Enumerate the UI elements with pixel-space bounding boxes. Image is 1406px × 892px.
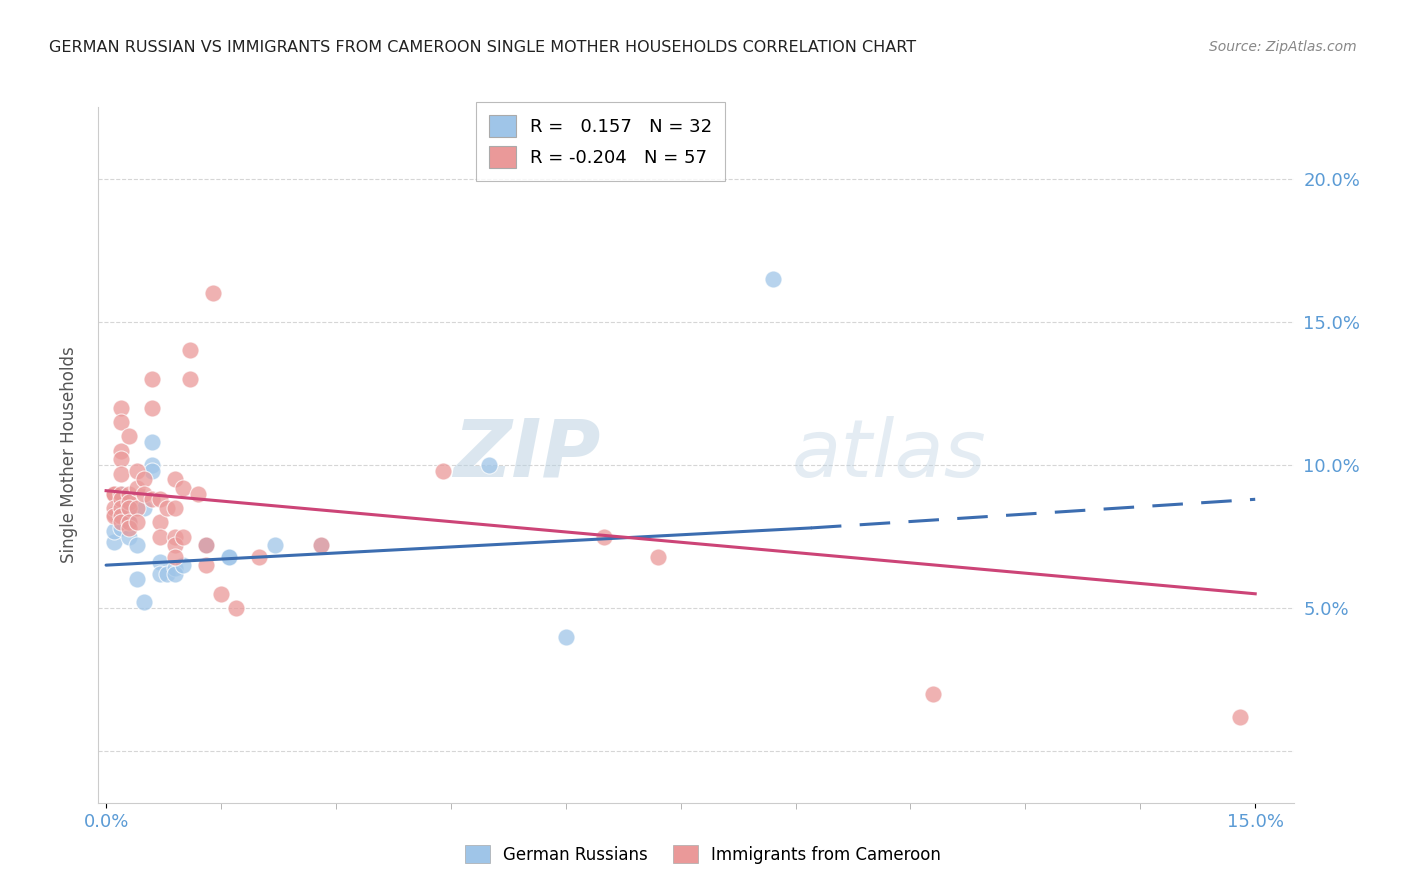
- Point: [172, 558, 194, 573]
- Point: [141, 372, 163, 386]
- Point: [309, 538, 332, 552]
- Point: [647, 549, 669, 564]
- Point: [156, 500, 179, 515]
- Point: [163, 472, 186, 486]
- Point: [172, 481, 194, 495]
- Point: [163, 549, 186, 564]
- Point: [103, 535, 125, 549]
- Point: [110, 521, 132, 535]
- Point: [110, 509, 132, 524]
- Point: [118, 500, 141, 515]
- Point: [118, 486, 141, 500]
- Point: [110, 415, 132, 429]
- Point: [110, 492, 132, 507]
- Point: [110, 467, 132, 481]
- Point: [118, 515, 141, 529]
- Point: [263, 538, 285, 552]
- Text: ZIP: ZIP: [453, 416, 600, 494]
- Point: [172, 529, 194, 543]
- Point: [125, 464, 148, 478]
- Point: [141, 464, 163, 478]
- Point: [103, 486, 125, 500]
- Point: [125, 515, 148, 529]
- Point: [179, 372, 201, 386]
- Legend: German Russians, Immigrants from Cameroon: German Russians, Immigrants from Cameroo…: [458, 838, 948, 871]
- Point: [149, 555, 172, 569]
- Point: [202, 286, 225, 301]
- Y-axis label: Single Mother Households: Single Mother Households: [59, 347, 77, 563]
- Point: [761, 272, 783, 286]
- Point: [134, 500, 156, 515]
- Point: [118, 521, 141, 535]
- Point: [554, 630, 576, 644]
- Point: [149, 515, 172, 529]
- Point: [163, 566, 186, 581]
- Text: atlas: atlas: [792, 416, 987, 494]
- Point: [922, 687, 945, 701]
- Point: [163, 538, 186, 552]
- Point: [218, 549, 240, 564]
- Point: [110, 452, 132, 467]
- Point: [118, 529, 141, 543]
- Point: [103, 509, 125, 524]
- Point: [103, 486, 125, 500]
- Point: [163, 561, 186, 575]
- Point: [103, 486, 125, 500]
- Point: [593, 529, 616, 543]
- Point: [478, 458, 501, 472]
- Point: [149, 566, 172, 581]
- Point: [225, 601, 247, 615]
- Point: [110, 509, 132, 524]
- Point: [187, 486, 209, 500]
- Point: [149, 492, 172, 507]
- Point: [141, 401, 163, 415]
- Point: [125, 573, 148, 587]
- Point: [118, 429, 141, 443]
- Point: [194, 538, 217, 552]
- Point: [194, 558, 217, 573]
- Point: [125, 481, 148, 495]
- Point: [118, 500, 141, 515]
- Text: GERMAN RUSSIAN VS IMMIGRANTS FROM CAMEROON SINGLE MOTHER HOUSEHOLDS CORRELATION : GERMAN RUSSIAN VS IMMIGRANTS FROM CAMERO…: [49, 40, 917, 55]
- Point: [125, 500, 148, 515]
- Point: [1229, 710, 1251, 724]
- Point: [110, 486, 132, 500]
- Point: [134, 595, 156, 609]
- Point: [432, 464, 454, 478]
- Point: [125, 538, 148, 552]
- Point: [118, 515, 141, 529]
- Point: [118, 495, 141, 509]
- Point: [309, 538, 332, 552]
- Point: [110, 443, 132, 458]
- Point: [156, 566, 179, 581]
- Point: [179, 343, 201, 358]
- Legend: R =   0.157   N = 32, R = -0.204   N = 57: R = 0.157 N = 32, R = -0.204 N = 57: [475, 103, 725, 180]
- Point: [141, 435, 163, 450]
- Point: [209, 587, 232, 601]
- Point: [110, 401, 132, 415]
- Point: [194, 538, 217, 552]
- Point: [110, 486, 132, 500]
- Point: [247, 549, 270, 564]
- Point: [134, 472, 156, 486]
- Point: [110, 509, 132, 524]
- Point: [218, 549, 240, 564]
- Point: [103, 500, 125, 515]
- Point: [141, 458, 163, 472]
- Point: [163, 529, 186, 543]
- Point: [118, 507, 141, 521]
- Point: [163, 500, 186, 515]
- Point: [103, 507, 125, 521]
- Point: [103, 524, 125, 538]
- Text: Source: ZipAtlas.com: Source: ZipAtlas.com: [1209, 40, 1357, 54]
- Point: [141, 492, 163, 507]
- Point: [110, 500, 132, 515]
- Point: [194, 538, 217, 552]
- Point: [134, 486, 156, 500]
- Point: [149, 529, 172, 543]
- Point: [110, 515, 132, 529]
